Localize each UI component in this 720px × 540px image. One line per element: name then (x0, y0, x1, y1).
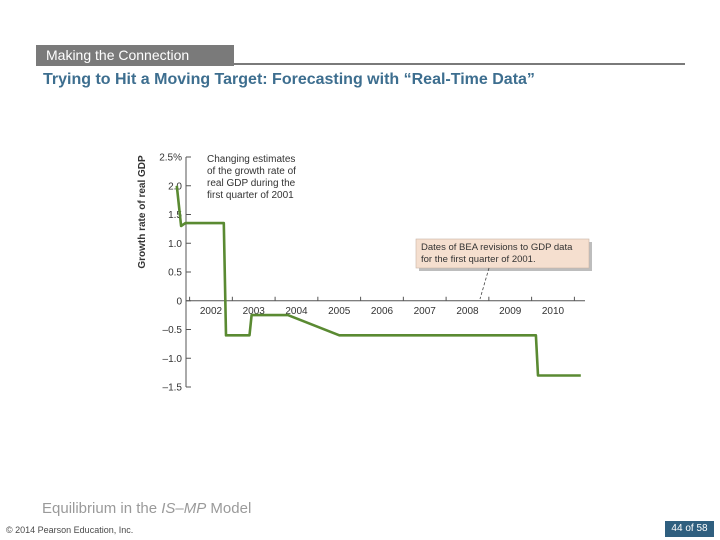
estimates-annotation-line: of the growth rate of (207, 166, 296, 177)
y-tick-label: 1.0 (168, 239, 182, 250)
revisions-box (415, 238, 590, 269)
footer-section-model: IS–MP (161, 500, 207, 517)
x-tick-label: 2010 (542, 306, 565, 317)
y-tick-label: 1.5 (168, 210, 182, 221)
y-tick-label: 2.5% (159, 153, 182, 164)
x-tick-label: 2009 (499, 306, 522, 317)
y-tick-label: 0 (176, 296, 182, 307)
copyright-notice: © 2014 Pearson Education, Inc. (6, 525, 134, 535)
footer-section-suffix: Model (206, 500, 252, 517)
x-tick-label: 2004 (285, 306, 308, 317)
series-line (175, 185, 581, 377)
x-tick-label: 2008 (456, 306, 479, 317)
estimates-annotation-line: real GDP during the (207, 178, 296, 189)
x-tick-label: 2006 (371, 306, 394, 317)
x-tick-label: 2003 (243, 306, 266, 317)
x-tick-label: 2005 (328, 306, 351, 317)
slide-title: Trying to Hit a Moving Target: Forecasti… (43, 71, 535, 88)
y-tick-label: –1.0 (163, 354, 183, 365)
estimates-annotation-line: first quarter of 2001 (207, 190, 294, 201)
revisions-annotation-line: Dates of BEA revisions to GDP data (421, 242, 573, 253)
x-tick-label: 2002 (200, 306, 223, 317)
section-tag: Making the Connection (36, 45, 234, 66)
revisions-annotation-line: for the first quarter of 2001. (421, 254, 536, 265)
y-tick-label: 2.0 (168, 181, 182, 192)
y-axis-title: Growth rate of real GDP (137, 155, 148, 269)
estimates-annotation-line: Changing estimates (207, 154, 295, 165)
y-tick-label: 0.5 (168, 268, 182, 279)
footer-section-title: Equilibrium in the IS–MP Model (42, 500, 251, 517)
page-number: 44 of 58 (665, 521, 714, 537)
header-rule (234, 63, 685, 65)
y-tick-label: –0.5 (163, 325, 183, 336)
footer-section-prefix: Equilibrium in the (42, 500, 162, 517)
revisions-leader-line (479, 267, 490, 300)
y-tick-label: –1.5 (163, 383, 183, 394)
x-tick-label: 2007 (414, 306, 437, 317)
